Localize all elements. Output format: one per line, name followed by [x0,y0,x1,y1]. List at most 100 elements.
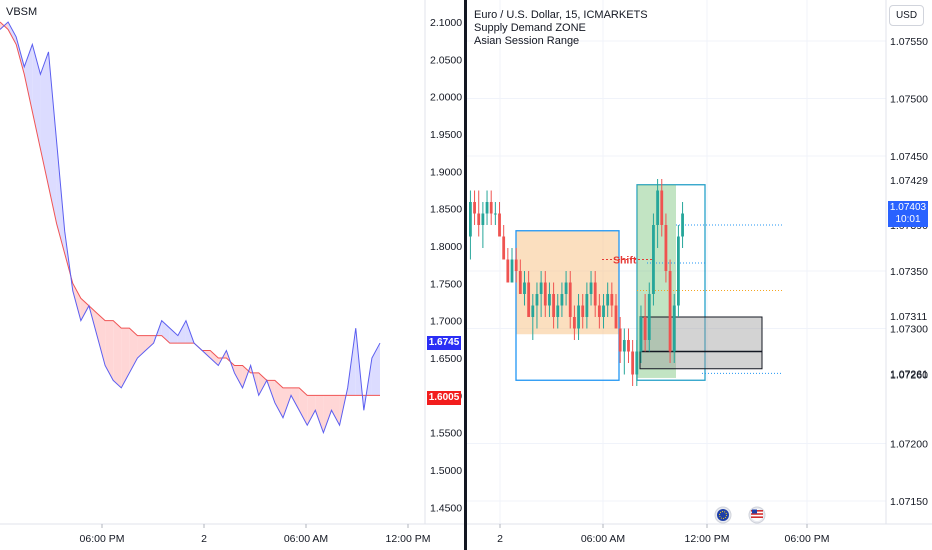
candle-body[interactable] [602,305,605,318]
candle-body[interactable] [627,340,630,352]
chart-legend: Euro / U.S. Dollar, 15, ICMARKETS Supply… [474,9,648,48]
candle-body[interactable] [510,259,514,283]
candle-body[interactable] [593,282,597,306]
cloud-fill-segment [48,51,57,224]
candle-body[interactable] [539,282,543,295]
candle-body[interactable] [564,282,568,295]
cloud-fill-segment [105,320,114,381]
candle-body[interactable] [681,213,684,237]
price-tick-label: 2.1000 [430,17,462,29]
indicator-pane[interactable]: 2.1000 2.0500 2.0000 1.9500 1.9000 1.8500 1.80… [0,0,465,550]
indicator-asian-session[interactable]: Asian Session Range [474,35,580,47]
last-price-tag: 1.07403 10:01 [888,201,928,227]
cloud-fill-segment [177,320,186,344]
time-tick-label: 2 [497,533,503,545]
currency-button[interactable]: USD [889,5,924,26]
demand-zone-box[interactable] [515,230,620,381]
cloud-fill-segment [291,387,300,411]
cloud-fill-segment [315,395,324,433]
indicator-title[interactable]: VBSM [6,6,38,18]
candle-body[interactable] [485,202,489,214]
cloud-fill-segment [129,328,138,373]
candle-body[interactable] [614,305,618,329]
price-tick-label: 1.8500 [430,204,462,216]
cloud-fill-segment [371,343,380,396]
price-tick-label: 1.9500 [430,129,462,141]
candle-body[interactable] [622,340,626,352]
supply-zone-box[interactable] [636,184,706,381]
candle-body[interactable] [573,317,576,329]
candle-body[interactable] [647,294,651,340]
candle-body[interactable] [498,213,501,237]
time-tick-label: 06:00 PM [80,533,125,545]
us-flag-icon[interactable] [748,506,766,524]
candle-body[interactable] [585,294,589,317]
zone-box-grey[interactable] [639,316,763,370]
price-tick-label: 1.07550 [890,36,928,48]
candle-body[interactable] [489,202,493,214]
candle-body[interactable] [581,305,585,318]
candle-body[interactable] [548,294,551,306]
cloud-fill-segment [137,335,146,359]
eurusd-chart[interactable]: Shift1.075501.075001.074501.074291.07390… [467,0,932,550]
price-tick-label: 1.07300 [890,324,928,336]
candle-body[interactable] [652,225,655,294]
candle-body[interactable] [589,282,593,295]
cloud-fill-segment [258,372,267,396]
candle-body[interactable] [514,259,518,272]
price-tick-label: 1.7000 [430,316,462,328]
indicator-supply-demand[interactable]: Supply Demand ZONE [474,22,586,34]
candle-body[interactable] [506,259,510,283]
candle-body[interactable] [635,351,639,375]
candle-body[interactable] [597,305,601,318]
candle-body[interactable] [568,282,572,318]
candle-body[interactable] [556,305,560,318]
candle-body[interactable] [610,294,614,306]
candle-body[interactable] [643,317,647,340]
price-tick-label: 1.07500 [890,94,928,106]
candle-body[interactable] [639,317,643,352]
price-tick-label: 1.5500 [430,428,462,440]
cloud-fill-segment [56,141,65,254]
candle-body[interactable] [481,213,485,226]
candle-body[interactable] [672,305,676,352]
time-tick-label: 12:00 PM [685,533,730,545]
candle-body[interactable] [656,190,659,226]
main-value-tag: 1.6745 [427,336,461,350]
candle-body[interactable] [677,236,680,306]
candle-body[interactable] [493,213,497,215]
candle-body[interactable] [660,190,664,226]
candle-body[interactable] [523,282,526,295]
main-line[interactable] [0,21,381,435]
candle-body[interactable] [577,305,580,329]
vbsm-chart[interactable]: 2.1000 2.0500 2.0000 1.9500 1.9000 1.8500 1.80… [0,0,465,550]
candle-body[interactable] [473,202,476,214]
candle-body[interactable] [543,282,547,306]
price-tick-label: 1.07350 [890,266,928,278]
cloud-fill-segment [299,387,308,426]
symbol-title[interactable]: Euro / U.S. Dollar, 15, ICMARKETS [474,9,648,21]
candle-body[interactable] [631,351,635,375]
price-tick-label: 2.0500 [430,54,462,66]
candle-body[interactable] [469,202,472,237]
cloud-fill-segment [8,22,17,45]
cloud-fill-segment [97,313,106,366]
candle-body[interactable] [477,213,481,226]
candle-body[interactable] [518,271,522,294]
candle-body[interactable] [618,328,622,352]
candle-body[interactable] [668,271,672,352]
candle-body[interactable] [502,236,506,260]
candle-body[interactable] [606,294,610,306]
signal-line[interactable] [0,21,380,396]
candle-body[interactable] [527,282,531,318]
candle-body[interactable] [664,225,668,271]
price-pane[interactable]: Shift1.075501.075001.074501.074291.07390… [467,0,932,550]
candle-body[interactable] [531,305,535,318]
candle-body[interactable] [560,294,564,306]
candle-body[interactable] [552,294,555,317]
time-tick-label: 2 [201,533,207,545]
candle-body[interactable] [535,294,539,306]
eu-flag-icon[interactable] [714,506,732,524]
pane-divider[interactable] [464,0,467,550]
price-tick-label: 1.07311 [890,311,927,323]
